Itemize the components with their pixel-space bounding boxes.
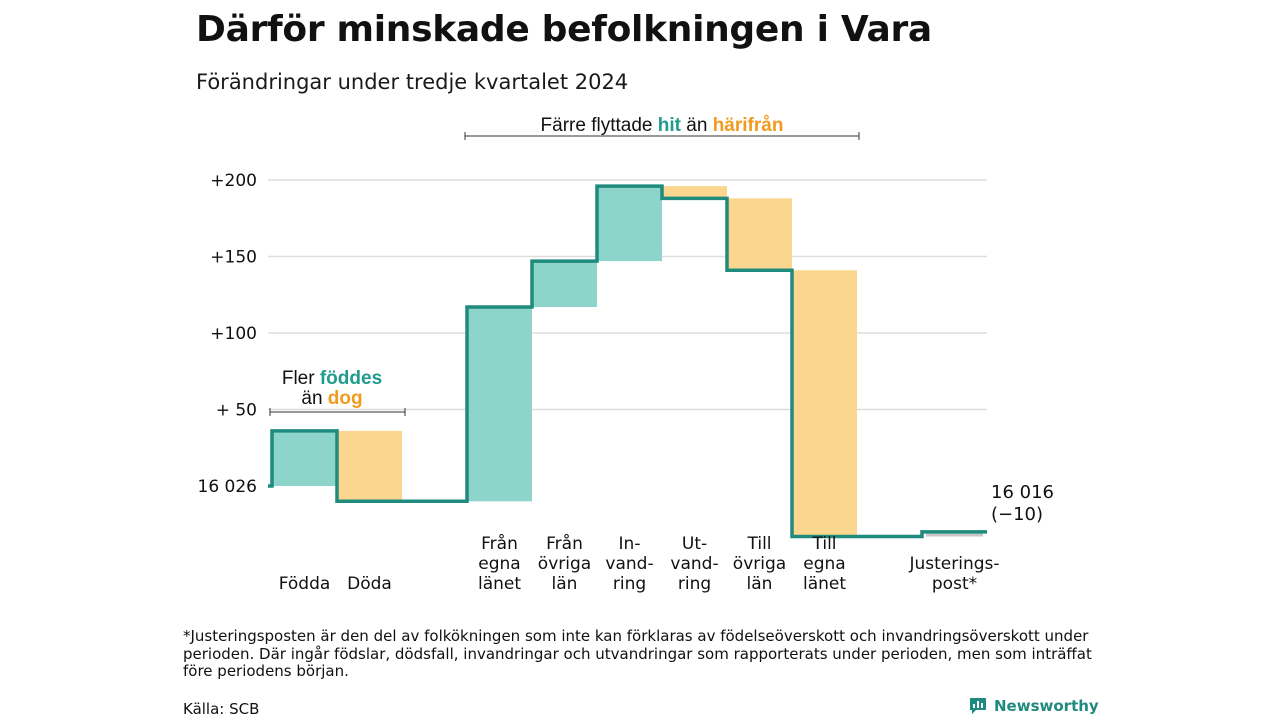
annotation-span: dog <box>328 388 363 409</box>
annotation-span: Färre flyttade <box>541 115 658 136</box>
category-label: In- <box>619 534 641 554</box>
category-label: Till <box>811 534 836 554</box>
category-label: ring <box>678 574 711 594</box>
brand-name: Newsworthy <box>994 697 1099 715</box>
y-tick-label: + 50 <box>216 401 257 421</box>
brand-logo: Newsworthy <box>968 696 1099 716</box>
category-label: Ut- <box>682 534 707 554</box>
category-label: Till <box>746 534 771 554</box>
chart-title: Därför minskade befolkningen i Vara <box>196 9 932 50</box>
annotation-span: härifrån <box>713 115 784 136</box>
category-label: län <box>552 574 578 594</box>
annotation-span: föddes <box>320 368 382 389</box>
chart-subtitle: Förändringar under tredje kvartalet 2024 <box>196 70 629 94</box>
category-label: Döda <box>347 574 392 594</box>
waterfall-chart: 16 026 + 50 +100 +150 +200 16 016(−10) Födda Dö… <box>198 115 1054 594</box>
annotation-span: än <box>301 388 327 409</box>
source-note: Källa: SCB <box>183 700 260 718</box>
annotation-migration: Färre flyttade hit än härifrån <box>541 115 784 136</box>
waterfall-bar <box>467 306 532 502</box>
end-value-label: (−10) <box>991 504 1043 525</box>
y-tick-label: +150 <box>210 248 257 268</box>
category-label: övriga <box>733 554 786 574</box>
waterfall-bar <box>597 186 662 262</box>
footnote: *Justeringsposten är den del av folkökni… <box>183 627 1092 680</box>
waterfall-bar <box>337 430 402 502</box>
waterfall-bar <box>662 186 727 199</box>
waterfall-bar <box>272 430 337 486</box>
category-label: länet <box>478 574 521 594</box>
category-label: länet <box>803 574 846 594</box>
annotation-births-deaths: än dog <box>301 388 362 409</box>
category-label: Justerings- <box>908 554 999 574</box>
y-tick-label: +100 <box>210 324 257 344</box>
newsworthy-logo-icon <box>970 698 986 714</box>
category-label: egna <box>803 554 845 574</box>
category-label: övriga <box>538 554 591 574</box>
category-label: post* <box>932 574 977 594</box>
category-label: Från <box>546 533 583 554</box>
category-label: egna <box>478 554 520 574</box>
category-label: vand- <box>670 554 718 574</box>
annotation-span: än <box>681 115 713 136</box>
end-value-label: 16 016 <box>991 482 1054 503</box>
category-label: län <box>747 574 773 594</box>
cumulative-step-line <box>268 184 987 539</box>
category-label: vand- <box>605 554 653 574</box>
category-label: ring <box>613 574 646 594</box>
waterfall-bar <box>926 531 983 537</box>
annotation-span: hit <box>658 115 682 136</box>
annotation-births-deaths: Fler föddes <box>282 368 382 389</box>
waterfall-bar <box>727 198 792 271</box>
category-label: Födda <box>279 574 331 594</box>
category-label: Från <box>481 533 518 554</box>
annotation-span: Fler <box>282 368 320 389</box>
y-tick-label: +200 <box>210 171 257 191</box>
y-tick-label: 16 026 <box>198 477 257 497</box>
waterfall-bar <box>792 270 857 537</box>
waterfall-bar <box>532 261 597 307</box>
